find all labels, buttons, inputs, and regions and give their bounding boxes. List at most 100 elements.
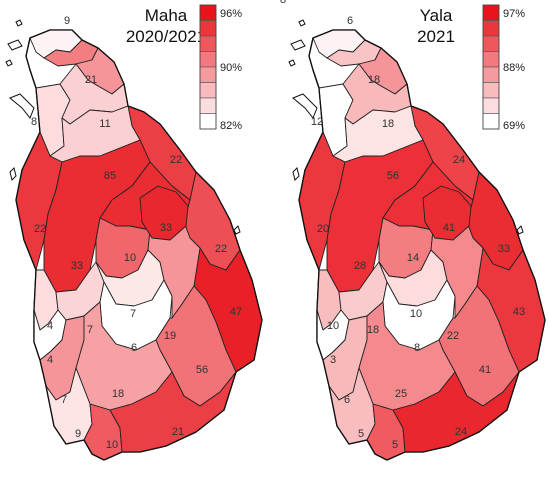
yala-district-label-kurunegala: 28 [354, 260, 366, 272]
maha-district-label-moneragala: 56 [196, 364, 208, 376]
yala-title-line2: 2021 [417, 27, 455, 46]
yala-colorbar-tick-middle: 88% [503, 62, 525, 74]
yala-district-label-mannar: 12 [311, 116, 323, 128]
yala-district-label-moneragala: 41 [479, 364, 491, 376]
yala-district-label-puttalam: 20 [317, 223, 329, 235]
maha-district-label-mannar: 8 [31, 116, 37, 128]
yala-district-label-ampara: 43 [513, 306, 525, 318]
yala-district-label-kilinochchi: 8 [280, 0, 286, 6]
yala-colorbar-box-5 [482, 82, 500, 99]
yala-colorbar-frame [482, 4, 500, 130]
maha-colorbar-box-2 [199, 35, 217, 52]
yala-colorbar-tick-top: 97% [503, 8, 525, 20]
yala-district-label-matale: 14 [407, 252, 419, 264]
yala-district-label-nuwaraeliya: 8 [414, 342, 420, 354]
yala-district-label-kandy_extra: 41 [443, 222, 455, 234]
maha-colorbar-box-1 [199, 20, 217, 37]
maha-district-label-kandy: 7 [130, 308, 136, 320]
maha-district-label-hambantota: 21 [172, 426, 184, 438]
yala-colorbar-boxes [482, 4, 500, 130]
maha-islet-1 [9, 93, 35, 119]
yala-districts [288, 19, 546, 461]
maha-district-label-batticaloa: 22 [215, 243, 227, 255]
yala-colorbar-box-4 [482, 66, 500, 83]
maha-colorbar-tick-middle: 90% [220, 62, 242, 74]
maha-district-label-matara: 10 [106, 439, 118, 451]
maha-districts [5, 19, 263, 461]
maha-district-label-vavuniya: 21 [85, 74, 97, 86]
yala-district-label-kegalle: 18 [367, 324, 379, 336]
yala-islet-1 [292, 93, 318, 119]
maha-district-label-ampara: 47 [230, 306, 242, 318]
yala-district-label-kandy: 10 [410, 308, 422, 320]
maha-colorbar-tick-bottom: 82% [220, 120, 242, 132]
yala-title-line1: Yala [420, 6, 453, 25]
maha-colorbar-box-6 [199, 97, 217, 114]
yala-colorbar-tick-bottom: 69% [503, 120, 525, 132]
yala-islet-2 [298, 19, 306, 27]
maha-district-kandy_extra [139, 185, 189, 241]
maha-district-label-nuwaraeliya: 6 [131, 342, 137, 354]
yala-colorbar-box-7 [482, 113, 500, 130]
yala-colorbar-box-1 [482, 20, 500, 37]
maha-islet-3 [5, 59, 13, 67]
yala-map-panel: Yala 2021 681218241820285614334310181038… [280, 0, 546, 461]
maha-title-line1: Maha [145, 6, 188, 25]
yala-islet-0 [290, 39, 306, 51]
yala-district-label-colombo: 3 [330, 354, 336, 366]
maha-colorbar-frame [199, 4, 217, 130]
maha-district-label-galle: 9 [75, 428, 81, 440]
yala-district-kandy_extra [422, 185, 472, 241]
maha-district-label-kegalle: 7 [87, 324, 93, 336]
yala-district-labels: 6 8 12 18 24 18 20 28 56 14 33 43 10 18 10 3 8 22 41 6 25 5 5 2… [280, 0, 525, 451]
yala-colorbar-box-6 [482, 97, 500, 114]
yala-islet-4 [516, 225, 524, 235]
maha-colorbar-boxes [199, 4, 217, 130]
yala-district-label-jaffna: 6 [347, 15, 353, 27]
yala-district-label-anuradhapura: 18 [382, 118, 394, 130]
maha-district-label-gampaha: 4 [47, 320, 53, 332]
yala-district-label-hambantota: 24 [455, 426, 467, 438]
maha-district-label-kalutara: 7 [61, 394, 67, 406]
maha-islet-4 [233, 225, 241, 235]
maha-colorbar-tick-top: 96% [220, 8, 242, 20]
yala-district-label-polonnaruwa: 56 [387, 170, 399, 182]
yala-district-label-vavuniya: 18 [368, 74, 380, 86]
yala-district-label-gampaha: 10 [327, 320, 339, 332]
maha-islet-2 [15, 19, 23, 27]
maha-colorbar-box-0 [199, 4, 217, 21]
yala-district-label-badulla: 22 [447, 330, 459, 342]
maha-district-label-ratnapura: 18 [112, 388, 124, 400]
yala-colorbar: 97% 88% 69% [482, 4, 525, 132]
maha-district-label-matale: 10 [124, 252, 136, 264]
maha-district-label-kandy_extra: 33 [160, 222, 172, 234]
yala-coast-outline [298, 29, 546, 461]
maha-district-label-anuradhapura: 11 [99, 118, 110, 130]
maha-islet-5 [9, 167, 17, 181]
maha-islet-0 [7, 39, 23, 51]
maha-district-label-puttalam: 22 [34, 223, 46, 235]
maha-colorbar: 96% 90% 82% [199, 4, 242, 132]
maha-colorbar-box-5 [199, 82, 217, 99]
maha-colorbar-box-4 [199, 66, 217, 83]
maha-district-label-jaffna: 9 [64, 15, 70, 27]
maha-colorbar-box-7 [199, 113, 217, 130]
yala-district-label-trincomalee: 24 [453, 154, 465, 166]
maha-district-label-kurunegala: 33 [71, 260, 83, 272]
maha-colorbar-box-3 [199, 51, 217, 68]
yala-islet-5 [292, 167, 300, 181]
yala-colorbar-box-0 [482, 4, 500, 21]
maha-district-label-colombo: 4 [47, 354, 53, 366]
yala-islet-3 [288, 59, 296, 67]
yala-colorbar-box-3 [482, 51, 500, 68]
yala-district-label-kalutara: 6 [344, 394, 350, 406]
maha-district-label-badulla: 19 [164, 330, 176, 342]
yala-district-label-batticaloa: 33 [498, 243, 510, 255]
maha-district-label-polonnaruwa: 85 [104, 170, 116, 182]
maha-coast-outline [15, 29, 263, 461]
maha-district-label-trincomalee: 22 [170, 154, 182, 166]
yala-district-label-matara: 5 [392, 439, 398, 451]
